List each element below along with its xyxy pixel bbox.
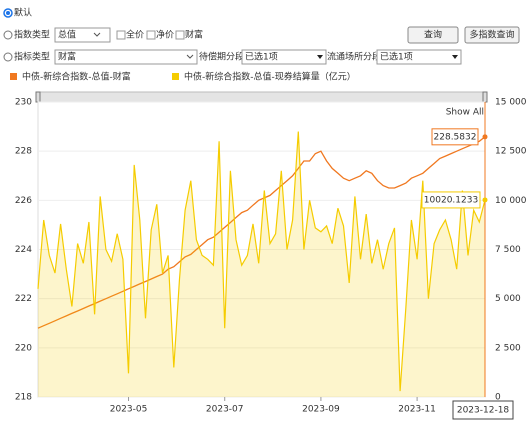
query-button[interactable] [407, 26, 459, 44]
volume-area [38, 131, 485, 397]
y-tick-label: 226 [15, 196, 32, 206]
select[interactable] [54, 49, 198, 65]
legend-swatch [172, 73, 179, 80]
legend-label: 中债-新综合指数-总值-现券结算量（亿元） [184, 71, 356, 83]
caret [317, 55, 323, 59]
select-value: 总值 [58, 29, 76, 41]
label: 财富 [185, 29, 203, 41]
label: 全价 [126, 29, 144, 41]
navigator[interactable] [37, 91, 486, 103]
select[interactable] [54, 27, 111, 43]
label: 流通场所分段 [327, 51, 381, 63]
index-line [37, 136, 486, 329]
legend-swatch [10, 73, 17, 80]
label: 默认 [14, 7, 32, 19]
navigator-handle[interactable] [482, 91, 488, 103]
y2-tick-label: 7 500 [495, 245, 521, 255]
tooltip-value: 10020.1233 [424, 195, 478, 205]
tooltip-value: 228.5832 [434, 132, 477, 142]
navigator-handle[interactable] [35, 91, 41, 103]
chevron [186, 54, 194, 59]
label: 指标类型 [14, 51, 50, 63]
y-tick-label: 230 [15, 98, 32, 108]
button-label: 查询 [424, 29, 442, 41]
x-tick-label: 2023-07 [206, 405, 244, 415]
volume-line [37, 131, 486, 392]
tooltip [421, 191, 481, 209]
chart: 中债-新综合指数-总值-财富 中债-新综合指数-总值-现券结算量（亿元） 218 22… [10, 71, 527, 420]
y-tick-label: 228 [15, 147, 32, 157]
label: 待偿期分段 [199, 51, 244, 63]
label: 净价 [156, 29, 174, 41]
y2-tick-label: 10 000 [495, 196, 527, 206]
multi-query-button[interactable] [464, 26, 520, 44]
checkbox[interactable] [146, 30, 156, 40]
y-tick-label: 222 [15, 294, 32, 304]
radio[interactable] [3, 30, 13, 40]
select-value: 已选1项 [245, 51, 278, 63]
y-tick-label: 218 [15, 393, 32, 403]
checkbox[interactable] [175, 30, 185, 40]
x-tick-label: 2023-05 [110, 405, 148, 415]
y-tick-label: 220 [15, 343, 32, 353]
y-tick-label: 224 [15, 245, 32, 255]
select-value: 已选1项 [380, 51, 413, 63]
legend-label: 中债-新综合指数-总值-财富 [22, 71, 131, 83]
y2-tick-label: 5 000 [495, 294, 521, 304]
y2-tick-label: 15 000 [495, 98, 527, 108]
x-tick-label: 2023-11 [398, 405, 436, 415]
radio-dot [6, 11, 10, 15]
radio[interactable] [3, 52, 13, 62]
tooltip [431, 128, 479, 146]
y2-tick-label: 0 [495, 393, 501, 403]
y2-tick-label: 12 500 [495, 147, 527, 157]
button-label: 多指数查询 [469, 29, 514, 41]
crosshair-label-box [452, 400, 514, 420]
show-all[interactable]: Show All [446, 108, 484, 118]
x-tick-label: 2023-09 [302, 405, 340, 415]
hover-point [482, 197, 488, 203]
label: 指数类型 [14, 29, 50, 41]
select-value: 财富 [58, 51, 76, 63]
hover-point [482, 134, 488, 140]
y2-tick-label: 2 500 [495, 343, 521, 353]
select[interactable] [376, 49, 462, 65]
select[interactable] [241, 49, 327, 65]
crosshair-label: 2023-12-18 [457, 406, 510, 416]
caret [452, 55, 458, 59]
chevron [93, 32, 101, 37]
checkbox[interactable] [116, 30, 126, 40]
